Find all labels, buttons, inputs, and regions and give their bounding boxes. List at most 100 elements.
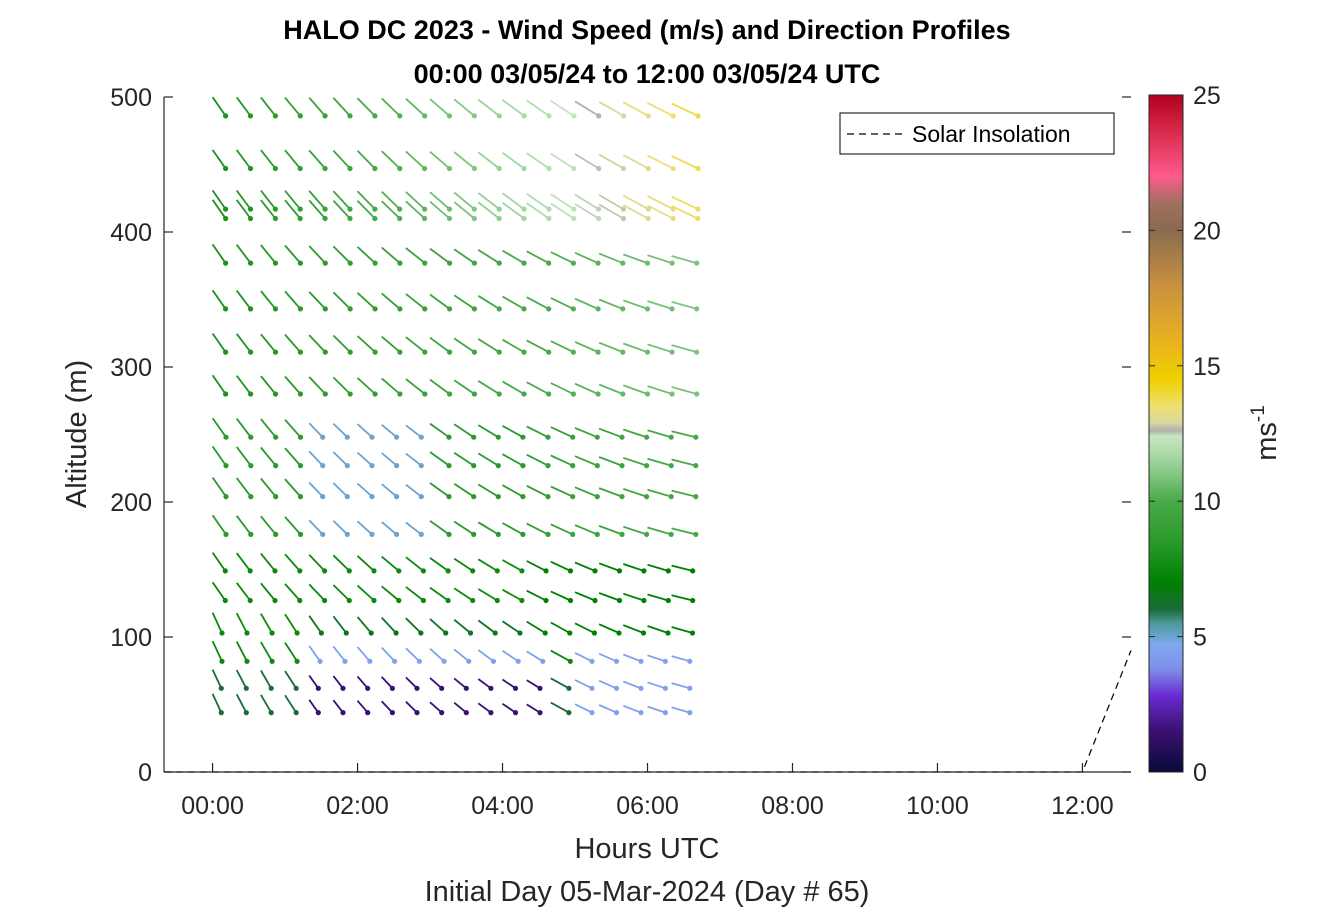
wind-barb-head (396, 568, 402, 574)
wind-barb (284, 583, 303, 604)
wind-barb-shaft (211, 243, 227, 264)
wind-barb-shaft (550, 382, 574, 395)
wind-barb (622, 253, 651, 266)
wind-barb (453, 648, 472, 664)
wind-barb (526, 250, 552, 266)
wind-barb-head (537, 685, 543, 691)
wind-barb-shaft (671, 594, 693, 602)
wind-barb-shaft (332, 554, 350, 572)
wind-barb (405, 556, 426, 574)
wind-barb-head (446, 165, 453, 172)
wind-barb-shaft (356, 150, 376, 170)
wind-barb-shaft (671, 430, 697, 439)
wind-barb-head (372, 306, 378, 312)
wind-barb (356, 423, 375, 440)
wind-barb-head (613, 685, 620, 691)
wind-barb-shaft (211, 476, 227, 498)
wind-barb-shaft (477, 380, 500, 395)
wind-barb-head (694, 349, 700, 355)
wind-barb-shaft (647, 385, 673, 395)
wind-barb (647, 300, 675, 312)
wind-barb-shaft (235, 418, 252, 438)
wind-barb-shaft (647, 457, 672, 467)
wind-barb-shaft (622, 204, 649, 220)
wind-barb-shaft (550, 251, 574, 264)
wind-barb (501, 201, 527, 222)
wind-barb-shaft (550, 677, 570, 690)
wind-barb (211, 189, 229, 212)
wind-barb-head (397, 391, 403, 397)
wind-barb-shaft (381, 424, 398, 438)
wind-barb-shaft (622, 704, 642, 714)
wind-barb-shaft (332, 97, 351, 117)
wind-barb-shaft (308, 583, 326, 602)
wind-barb (647, 204, 676, 222)
wind-barb-shaft (574, 486, 598, 498)
wind-barb-shaft (284, 447, 302, 467)
wind-barb (260, 244, 279, 266)
wind-barb-shaft (211, 445, 227, 467)
wind-barb (574, 591, 598, 604)
wind-barb-head (372, 391, 378, 397)
wind-barb (284, 334, 303, 355)
wind-barb-shaft (647, 563, 669, 572)
wind-barb (429, 520, 452, 538)
wind-barb (260, 290, 279, 312)
plot-area: 0 100 200 300 400 500 00:00 02:00 04:00 06:00 08:… (110, 84, 1132, 820)
wind-barb-head (315, 710, 321, 716)
wind-barb (308, 615, 324, 636)
wind-barb-head (248, 391, 254, 397)
wind-barb-head (297, 463, 304, 469)
wind-barb-head (545, 494, 551, 500)
wind-barb-shaft (308, 519, 324, 536)
wind-barb-head (494, 568, 500, 574)
wind-barb (405, 701, 420, 716)
wind-barb-head (620, 306, 626, 312)
wind-barb-shaft (501, 620, 521, 634)
wind-barb (502, 249, 527, 266)
wind-barb (429, 247, 453, 266)
wind-barb-head (397, 306, 403, 312)
wind-barb (332, 584, 352, 604)
wind-barb-head (695, 165, 701, 172)
wind-barb-head (546, 113, 552, 119)
wind-barb-head (471, 260, 477, 266)
wind-barb (332, 334, 353, 355)
wind-barb-shaft (381, 97, 401, 117)
wind-barb-head (644, 434, 650, 440)
wind-barb (260, 446, 279, 469)
wind-barb-head (446, 531, 452, 538)
wind-barb-shaft (308, 376, 326, 395)
wind-barb-head (695, 206, 701, 212)
wind-barb (671, 458, 699, 469)
wind-barb (550, 485, 576, 500)
wind-barb-shaft (598, 679, 617, 690)
wind-barb-shaft (501, 201, 525, 220)
wind-barb-shaft (477, 249, 500, 264)
wind-barb (526, 99, 552, 119)
wind-barb-shaft (405, 483, 422, 498)
wind-barb-shaft (671, 195, 699, 210)
wind-barb (574, 203, 602, 222)
wind-barb-shaft (477, 521, 499, 536)
wind-barb-shaft (501, 192, 525, 210)
wind-barb-shaft (332, 584, 350, 602)
wind-barb-head (223, 434, 229, 440)
wind-barb-shaft (501, 151, 525, 170)
wind-barb-head (297, 215, 303, 222)
wind-barb-shaft (623, 563, 645, 572)
wind-barb (477, 521, 501, 538)
wind-barb-head (620, 349, 626, 355)
wind-barb (235, 552, 253, 574)
wind-barb (381, 377, 403, 397)
wind-barb (477, 702, 494, 716)
wind-barb-head (589, 658, 595, 664)
wind-barb (284, 478, 304, 500)
wind-barb (671, 205, 701, 222)
wind-barb-head (496, 349, 502, 355)
wind-barb-shaft (211, 669, 223, 689)
wind-barb-head (466, 658, 472, 664)
wind-barb (308, 291, 328, 312)
wind-barb (356, 97, 378, 119)
wind-barb (574, 100, 602, 119)
